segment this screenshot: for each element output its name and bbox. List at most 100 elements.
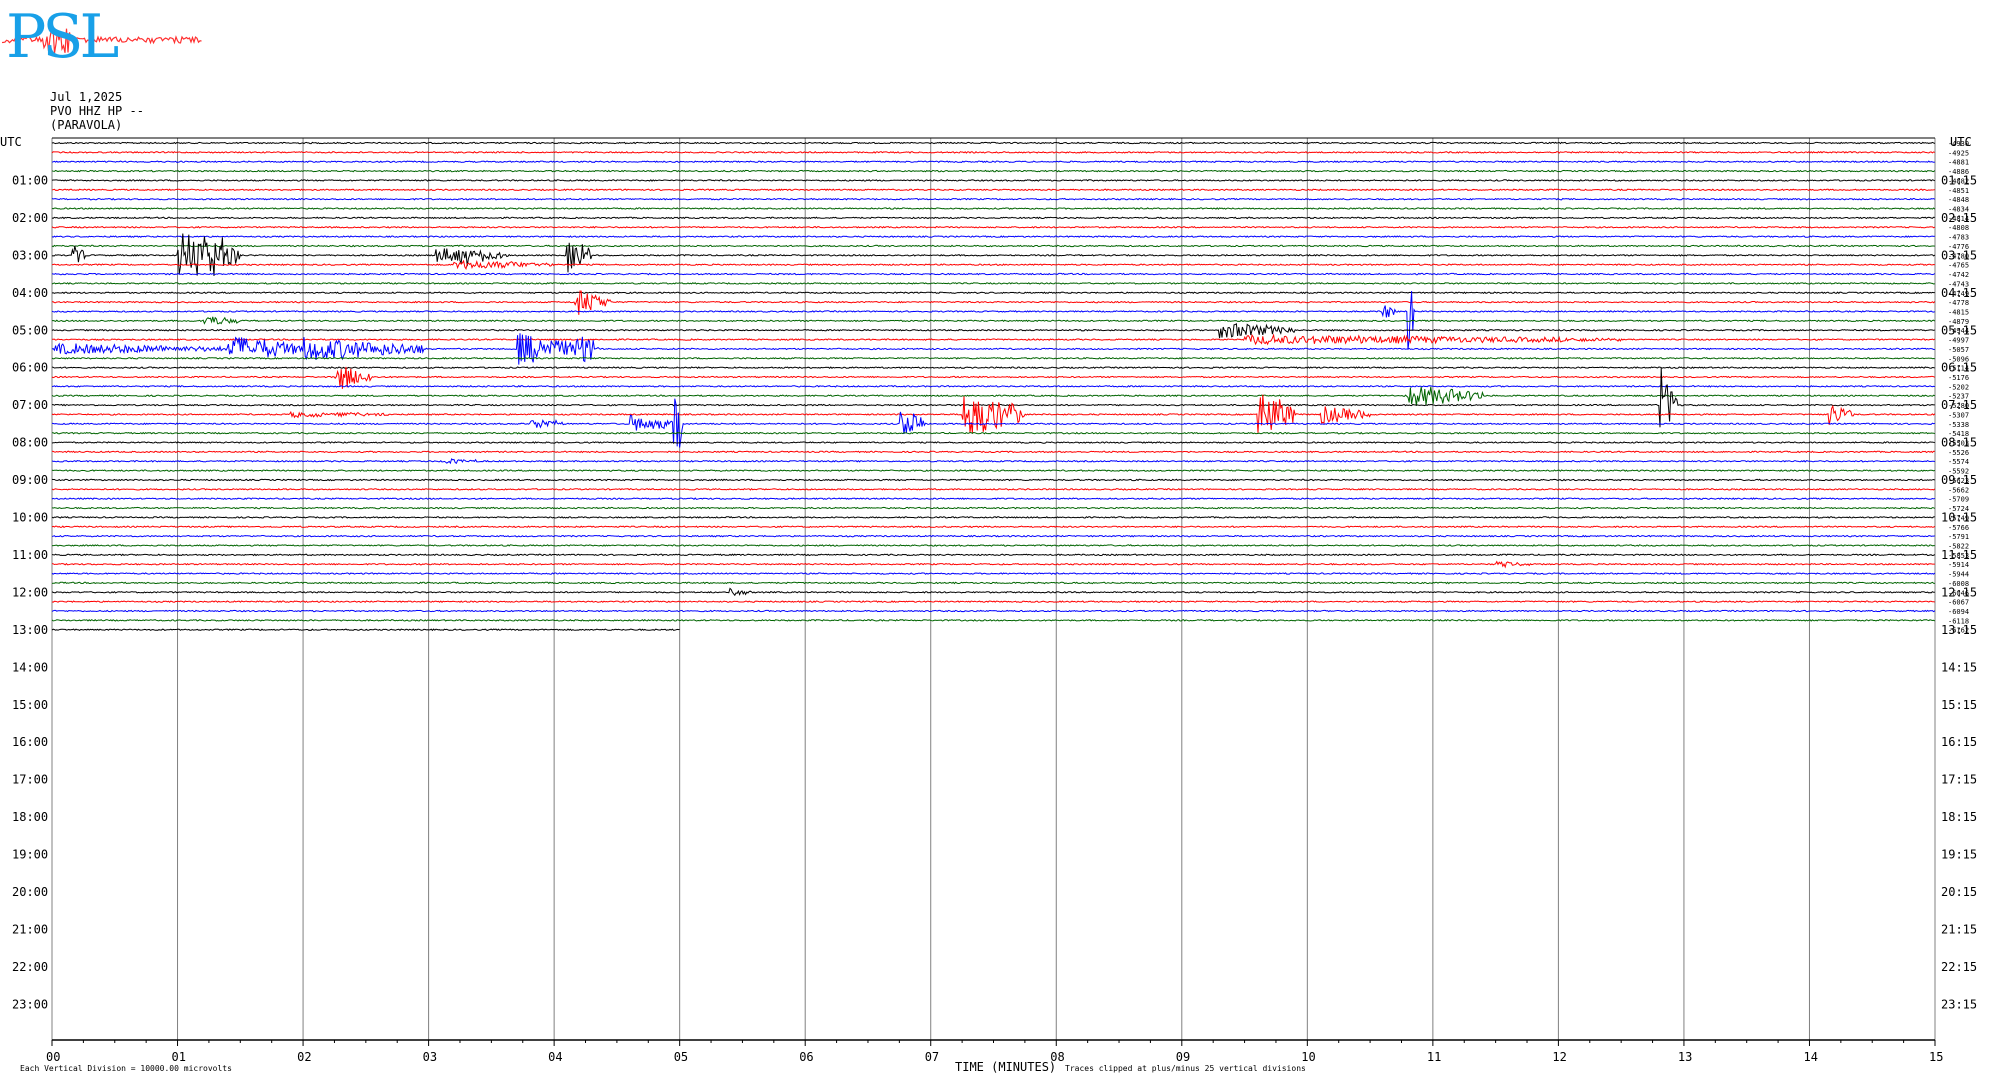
trace-18 (51, 290, 1935, 350)
right-hour-label: 22:15 (1941, 960, 1977, 974)
x-tick-label: 07 (925, 1050, 939, 1064)
left-hour-label: 16:00 (12, 735, 48, 749)
logo-letters: PSL (6, 2, 119, 72)
trace-offset-label: -4743 (1948, 280, 1969, 288)
right-hour-label: 08:15 (1941, 436, 1977, 450)
trace-offset-label: -5853 (1948, 552, 1969, 560)
right-hour-label: 10:15 (1941, 511, 1977, 525)
trace-29 (51, 394, 1936, 434)
minute-gridlines (51, 137, 1936, 1040)
left-hour-label: 07:00 (12, 398, 48, 412)
x-tick-label: 08 (1050, 1050, 1064, 1064)
trace-37 (51, 487, 1936, 491)
trace-12 (51, 233, 1936, 277)
trace-17 (51, 290, 1936, 315)
right-hour-label: 21:15 (1941, 923, 1977, 937)
x-tick-label: 11 (1427, 1050, 1441, 1064)
x-tick-label: 06 (799, 1050, 813, 1064)
trace-33 (51, 450, 1935, 454)
trace-3 (51, 169, 1936, 173)
left-hour-label: 22:00 (12, 960, 48, 974)
trace-15 (51, 282, 1935, 285)
trace-11 (51, 244, 1935, 248)
trace-offset-label: -4848 (1948, 196, 1969, 204)
x-tick-label: 12 (1552, 1050, 1566, 1064)
right-utc-title: UTC (1950, 135, 1972, 149)
left-hour-label: 02:00 (12, 211, 48, 225)
right-hour-label: 14:15 (1941, 660, 1977, 674)
trace-offset-label: -4944 (1948, 327, 1969, 335)
right-hour-label: 06:15 (1941, 361, 1977, 375)
trace-offset-label: -5503 (1948, 440, 1969, 448)
left-utc-labels: 01:00 02:00 03:00 04:00 05:00 06:00 07:00 08:00… (12, 173, 48, 1011)
trace-51 (51, 618, 1936, 622)
trace-offset-label: -5724 (1948, 505, 1969, 513)
trace-offset-label: -4882 (1948, 177, 1969, 185)
x-axis: 00 01 02 03 04 05 06 07 08 09 10 11 12 13 14 15 (46, 1039, 1943, 1064)
left-hour-label: 06:00 (12, 361, 48, 375)
right-hour-label: 04:15 (1941, 286, 1977, 300)
left-hour-label: 12:00 (12, 585, 48, 599)
trace-offset-label: -5057 (1948, 346, 1969, 354)
left-hour-label: 15:00 (12, 698, 48, 712)
right-hour-label: 19:15 (1941, 848, 1977, 862)
footer-clip-note: Traces clipped at plus/minus 25 vertical… (1065, 1064, 1306, 1073)
trace-4 (51, 179, 1936, 182)
trace-50 (51, 609, 1936, 613)
trace-20 (51, 322, 1935, 339)
trace-offset-label: -4778 (1948, 299, 1969, 307)
right-hour-label: 15:15 (1941, 698, 1977, 712)
trace-offset-label: -4879 (1948, 318, 1969, 326)
left-hour-label: 20:00 (12, 885, 48, 899)
trace-13 (51, 259, 1935, 271)
trace-39 (51, 506, 1936, 510)
trace-offset-label: -4749 (1948, 290, 1969, 298)
right-hour-label: 02:15 (1941, 211, 1977, 225)
trace-26 (51, 384, 1935, 388)
right-hour-label: 03:15 (1941, 248, 1977, 262)
x-tick-label: 04 (548, 1050, 562, 1064)
right-hour-label: 11:15 (1941, 548, 1977, 562)
logo-waveform-icon (2, 26, 202, 54)
trace-43 (51, 544, 1935, 547)
x-tick-label: 13 (1678, 1050, 1692, 1064)
trace-41 (51, 525, 1936, 529)
trace-offset-label: -6008 (1948, 580, 1969, 588)
right-hour-label: 18:15 (1941, 810, 1977, 824)
left-hour-label: 04:00 (12, 286, 48, 300)
left-hour-label: 23:00 (12, 997, 48, 1011)
trace-offset-label: -6046 (1948, 589, 1969, 597)
trace-19 (51, 316, 1936, 325)
trace-offset-label: -5791 (1948, 533, 1969, 541)
trace-5 (51, 188, 1935, 192)
left-hour-label: 13:00 (12, 623, 48, 637)
left-utc-title: UTC (0, 135, 22, 149)
seismic-traces (51, 141, 1936, 632)
footer-division-note: Each Vertical Division = 10000.00 microv… (20, 1064, 232, 1073)
right-hour-label: 01:15 (1941, 173, 1977, 187)
trace-offset-label: -4815 (1948, 309, 1969, 317)
right-hour-label: 16:15 (1941, 735, 1977, 749)
trace-30 (51, 398, 1935, 448)
trace-23 (51, 356, 1935, 360)
trace-offset-label: -5822 (1948, 543, 1969, 551)
psl-logo: PSL (2, 2, 202, 74)
left-hour-label: 03:00 (12, 248, 48, 262)
trace-32 (51, 441, 1935, 444)
trace-7 (51, 207, 1936, 210)
right-hour-label: 20:15 (1941, 885, 1977, 899)
left-hour-label: 19:00 (12, 848, 48, 862)
left-hour-label: 11:00 (12, 548, 48, 562)
trace-offset-label: -4925 (1948, 149, 1969, 157)
x-tick-label: 05 (674, 1050, 688, 1064)
trace-34 (51, 458, 1935, 465)
right-hour-label: 12:15 (1941, 585, 1977, 599)
trace-0 (51, 141, 1936, 145)
trace-offset-label: -5307 (1948, 411, 1969, 419)
trace-44 (51, 553, 1936, 557)
trace-offset-label: -5709 (1948, 496, 1969, 504)
right-hour-label: 09:15 (1941, 473, 1977, 487)
trace-31 (52, 431, 1935, 435)
trace-offset-label: -6094 (1948, 608, 1969, 616)
trace-offset-label: -4886 (1948, 168, 1969, 176)
